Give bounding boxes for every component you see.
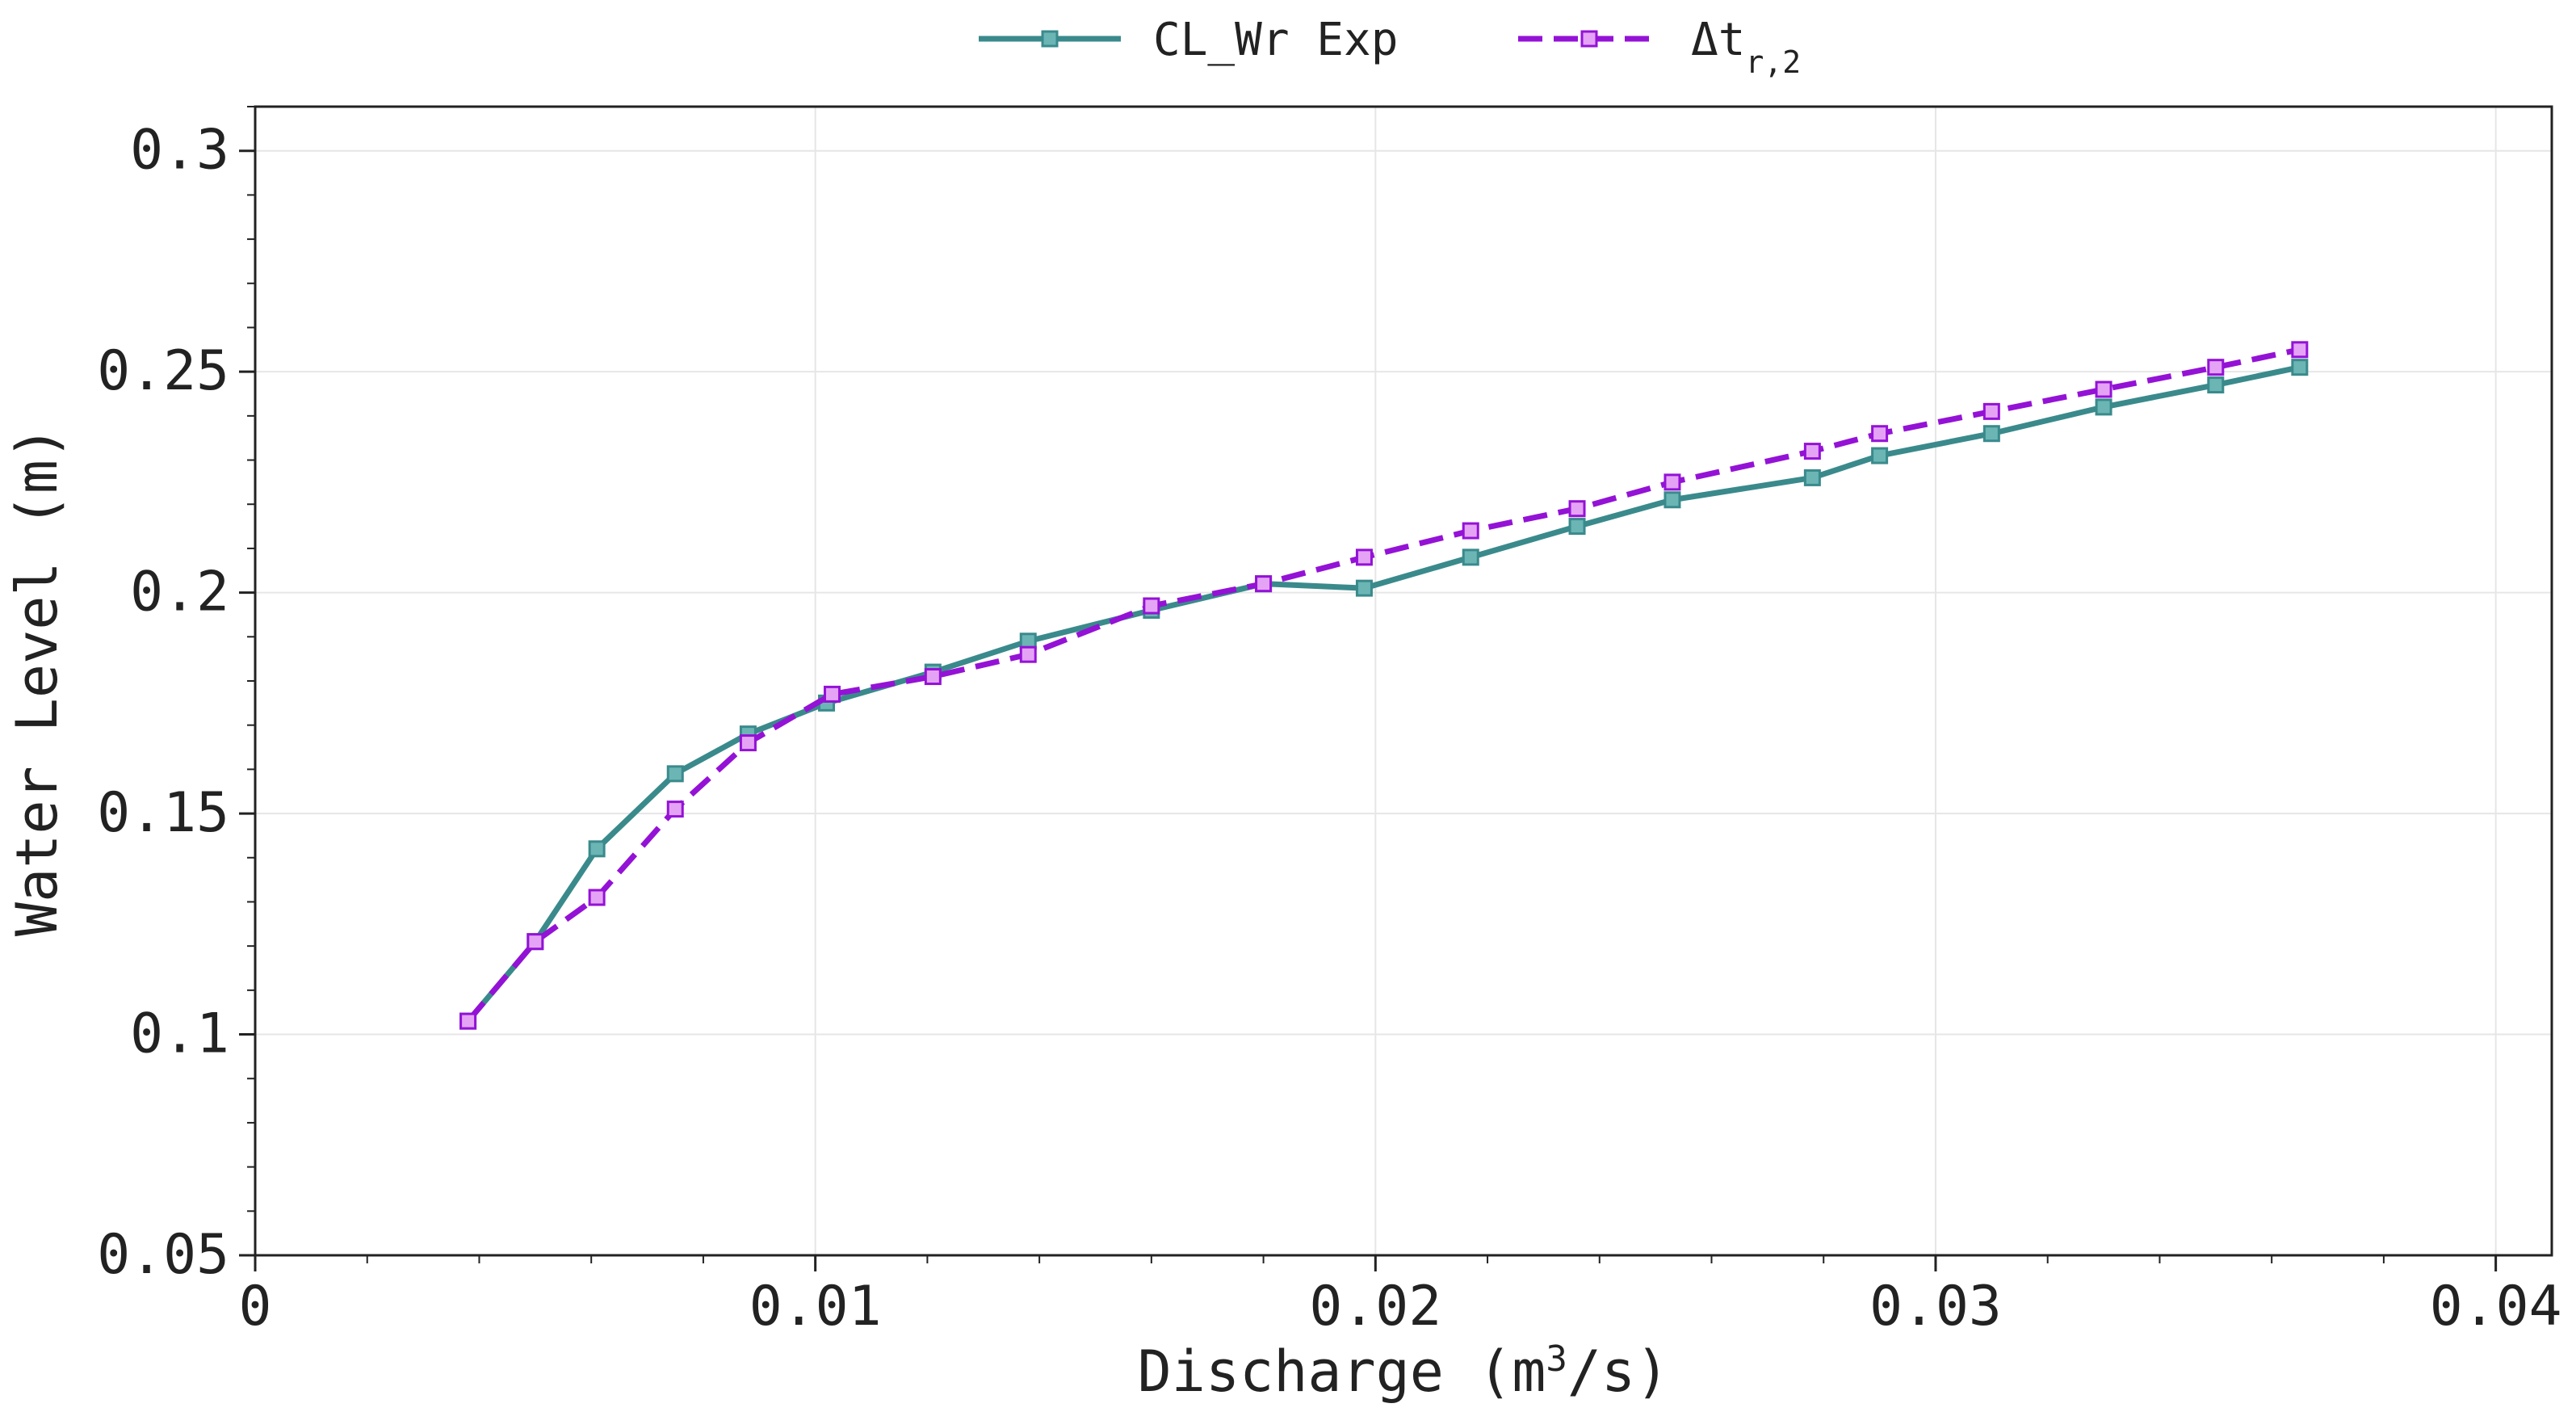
series-1-point-12 (1568, 500, 1586, 518)
series-0-point-10 (1355, 579, 1373, 597)
x-axis-label: Discharge (m3/s) (1138, 1338, 1670, 1406)
series-line-1 (465, 347, 2301, 1023)
series-line-0 (465, 364, 2301, 1023)
x-tick-label-3: 0.03 (1869, 1275, 2002, 1338)
x-tick-label-1: 0.01 (749, 1275, 882, 1338)
x-tick-label-2: 0.02 (1309, 1275, 1441, 1338)
series-1-point-3 (666, 801, 684, 818)
series-1-point-6 (924, 668, 942, 686)
y-tick-label-3: 0.2 (130, 561, 229, 624)
axis-ticks: 0 0.01 0.02 0.03 0.04 0.05 0.1 0.15 0.2 0.25 0.3 (97, 106, 2562, 1338)
series-0-point-16 (1982, 425, 2000, 443)
series-0-point-3 (666, 765, 684, 783)
series-0-point-11 (1462, 548, 1479, 566)
series-0-point-15 (1871, 447, 1889, 464)
series-1-point-11 (1462, 522, 1479, 540)
legend-item-delta-t: Δtr,2 (1518, 14, 1801, 80)
legend-marker-cl-wr-exp (1041, 30, 1059, 48)
series-1-point-16 (1982, 402, 2000, 420)
y-axis-label: Water Level (m) (4, 426, 70, 936)
series-1-point-8 (1143, 597, 1160, 615)
series-0-point-14 (1803, 469, 1821, 486)
x-tick-label-4: 0.04 (2430, 1275, 2562, 1338)
series-0-point-17 (2095, 398, 2112, 416)
series-1-point-1 (527, 933, 544, 951)
series-1-point-19 (2291, 341, 2309, 359)
series-0-point-18 (2207, 376, 2225, 394)
series-1-point-2 (588, 889, 606, 906)
series-1-point-0 (459, 1012, 477, 1030)
series-1-point-9 (1255, 575, 1273, 593)
series-1-point-10 (1355, 548, 1373, 566)
series-1-point-5 (823, 685, 841, 703)
series-1-point-17 (2095, 380, 2112, 398)
y-tick-label-5: 0.3 (130, 119, 229, 183)
x-tick-label-0: 0 (239, 1275, 272, 1338)
series-1-point-18 (2207, 359, 2225, 376)
y-tick-label-1: 0.1 (130, 1002, 229, 1066)
grid (254, 107, 2552, 1256)
series-1-point-15 (1871, 425, 1889, 443)
legend-item-cl-wr-exp: CL_Wr Exp (979, 14, 1398, 66)
series-0-point-2 (588, 840, 606, 858)
series-1-point-14 (1803, 443, 1821, 460)
legend-marker-delta-t (1580, 30, 1598, 48)
legend-label-cl-wr-exp: CL_Wr Exp (1153, 14, 1398, 66)
series-1-point-13 (1663, 473, 1681, 491)
series-0 (459, 359, 2309, 1030)
y-tick-label-4: 0.25 (97, 339, 229, 403)
y-tick-label-2: 0.15 (97, 781, 229, 845)
series-0-point-13 (1663, 491, 1681, 509)
series-0-point-12 (1568, 518, 1586, 536)
y-tick-label-0: 0.05 (97, 1223, 229, 1287)
legend: CL_Wr Exp Δtr,2 (979, 14, 1801, 80)
series-0-point-19 (2291, 359, 2309, 376)
series-1-point-7 (1019, 645, 1037, 663)
series-layer (459, 341, 2309, 1030)
plot-frame (254, 105, 2553, 1257)
series-1-point-4 (739, 734, 757, 752)
legend-label-delta-t: Δtr,2 (1691, 14, 1801, 80)
series-1 (459, 341, 2309, 1030)
